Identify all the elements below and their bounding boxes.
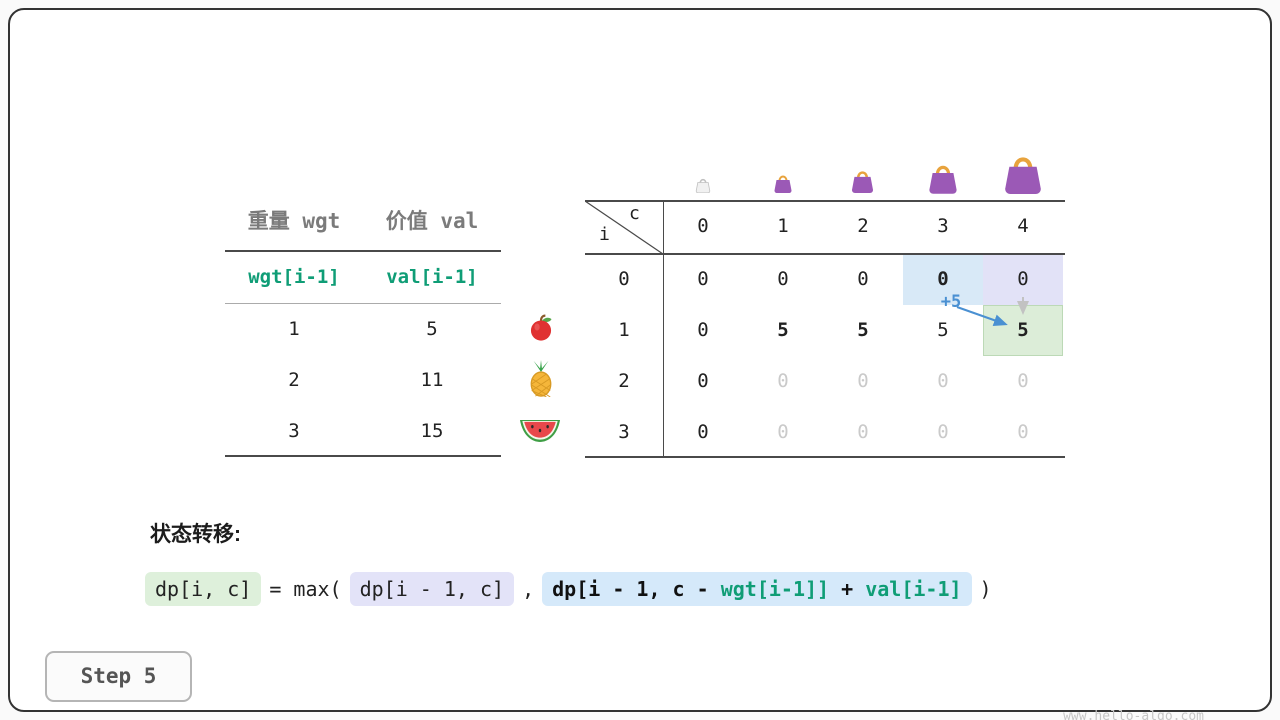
dp-row-header: 0 bbox=[618, 268, 630, 290]
dp-cell: 5 bbox=[777, 319, 789, 341]
dp-cell-pending: 0 bbox=[857, 421, 869, 443]
state-transition-label: 状态转移: bbox=[150, 523, 241, 546]
formula-option1: dp[i - 1, c] bbox=[349, 572, 515, 606]
dp-col-header: 4 bbox=[1017, 215, 1029, 237]
item-weight: 1 bbox=[288, 318, 300, 340]
item-row: 2 11 bbox=[225, 355, 501, 406]
wgt-symbol: wgt[i-1] bbox=[248, 266, 340, 288]
dp-cell-pending: 0 bbox=[937, 421, 949, 443]
table-bottom-rule bbox=[585, 456, 1065, 458]
formula-close: ) bbox=[979, 577, 992, 601]
dp-cell: 5 bbox=[857, 319, 869, 341]
highlight-cell-source-blue bbox=[903, 254, 983, 305]
item-weight: 2 bbox=[288, 369, 300, 391]
state-transition-formula: dp[i, c] = max( dp[i - 1, c] , dp[i - 1,… bbox=[145, 572, 992, 606]
bag-icon bbox=[774, 175, 792, 193]
weight-column-header: 重量 wgt bbox=[247, 209, 341, 233]
bag-icon bbox=[929, 165, 957, 194]
step-badge: Step 5 bbox=[45, 651, 192, 702]
dp-cell: 0 bbox=[697, 370, 709, 392]
formula-comma: , bbox=[522, 577, 535, 601]
item-table-header: 重量 wgt 价值 val bbox=[225, 205, 501, 237]
corner-diagonal bbox=[585, 200, 664, 255]
item-value: 15 bbox=[420, 420, 444, 442]
header-rule bbox=[585, 253, 1065, 255]
dp-cell-pending: 0 bbox=[777, 370, 789, 392]
dp-cell-source: 0 bbox=[937, 268, 949, 290]
dp-cell-pending: 0 bbox=[777, 421, 789, 443]
item-value: 11 bbox=[420, 369, 444, 391]
pineapple-icon bbox=[530, 360, 552, 397]
dp-cell: 5 bbox=[937, 319, 949, 341]
item-weight: 3 bbox=[288, 420, 300, 442]
symbol-row: wgt[i-1] val[i-1] bbox=[225, 251, 501, 303]
figure-card: 重量 wgt 价值 val wgt[i-1] val[i-1] 1 5 2 11… bbox=[8, 8, 1272, 720]
dp-cell-pending: 0 bbox=[937, 370, 949, 392]
table-top-rule bbox=[585, 200, 1065, 202]
divider bbox=[225, 455, 501, 457]
formula-option2-prefix: dp[i - 1, c - bbox=[552, 577, 721, 601]
dp-table: c i 0 1 2 3 4 0 1 2 3 0 0 0 0 0 0 5 5 5 … bbox=[585, 200, 1065, 458]
watermark: www.hello-algo.com bbox=[1063, 709, 1204, 720]
dp-cell: 0 bbox=[777, 268, 789, 290]
dp-cell-pending: 0 bbox=[1017, 370, 1029, 392]
item-row: 3 15 bbox=[225, 406, 501, 457]
formula-target: dp[i, c] bbox=[145, 572, 262, 606]
value-column-header: 价值 val bbox=[385, 209, 479, 233]
formula-option2-plus: + bbox=[829, 577, 866, 601]
dp-cell-pending: 0 bbox=[1017, 421, 1029, 443]
axis-label-i: i bbox=[599, 224, 610, 245]
dp-cell-current: 5 bbox=[1017, 319, 1029, 341]
plus-five-annotation: +5 bbox=[940, 292, 962, 312]
item-row: 1 5 bbox=[225, 304, 501, 355]
item-value: 5 bbox=[426, 318, 438, 340]
axis-label-c: c bbox=[629, 203, 640, 224]
dp-cell: 0 bbox=[697, 421, 709, 443]
dp-row-header: 3 bbox=[618, 421, 630, 443]
bag-icon bbox=[851, 171, 874, 193]
apple-icon bbox=[530, 314, 552, 341]
dp-row-header: 2 bbox=[618, 370, 630, 392]
dp-col-header: 1 bbox=[777, 215, 789, 237]
dp-col-header: 0 bbox=[697, 215, 709, 237]
dp-cell: 0 bbox=[857, 268, 869, 290]
dp-cell-source: 0 bbox=[1017, 268, 1029, 290]
divider bbox=[225, 303, 501, 304]
dp-row-header: 1 bbox=[618, 319, 630, 341]
highlight-cell-source-lavender bbox=[983, 254, 1063, 305]
divider bbox=[225, 250, 501, 252]
table-vertical-rule bbox=[663, 200, 664, 458]
bag-icon bbox=[1005, 157, 1041, 194]
empty-bag-icon bbox=[695, 178, 711, 193]
dp-cell: 0 bbox=[697, 319, 709, 341]
watermelon-icon bbox=[519, 420, 561, 442]
item-table: 重量 wgt 价值 val wgt[i-1] val[i-1] 1 5 2 11… bbox=[225, 205, 501, 457]
dp-cell: 0 bbox=[697, 268, 709, 290]
formula-option2-wgt: wgt[i-1]] bbox=[720, 577, 830, 601]
dp-cell-pending: 0 bbox=[857, 370, 869, 392]
val-symbol: val[i-1] bbox=[386, 266, 478, 288]
dp-col-header: 2 bbox=[857, 215, 869, 237]
dp-col-header: 3 bbox=[937, 215, 949, 237]
formula-option2-val: val[i-1] bbox=[865, 577, 962, 601]
formula-option2: dp[i - 1, c - wgt[i-1]] + val[i-1] bbox=[542, 572, 972, 606]
formula-equals: = max( bbox=[269, 577, 342, 601]
